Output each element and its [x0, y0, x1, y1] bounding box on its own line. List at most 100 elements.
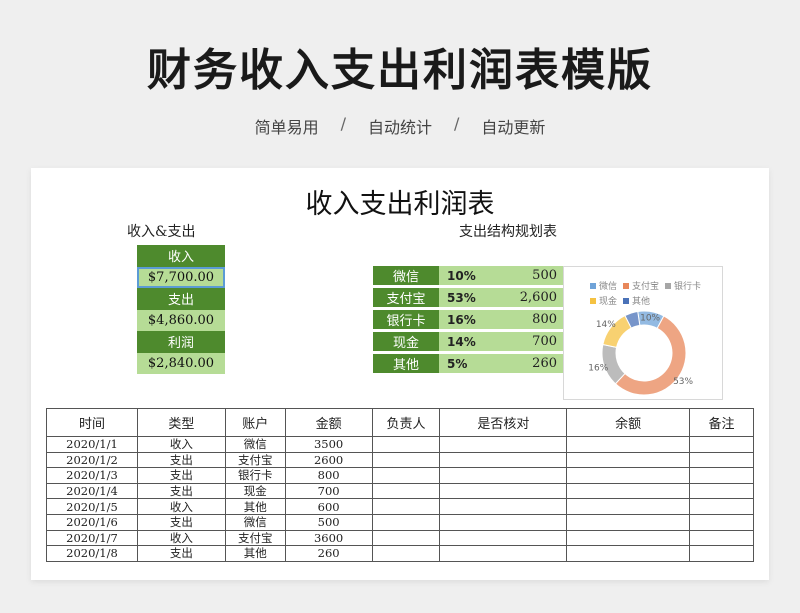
cell-account[interactable]: 微信 — [224, 436, 286, 453]
table-row[interactable]: 2020/1/6 支出 微信 500 — [46, 513, 754, 531]
column-header-verified[interactable]: 是否核对 — [439, 408, 568, 437]
cell-amount[interactable]: 600 — [284, 498, 373, 515]
cell-balance[interactable] — [566, 498, 691, 515]
cell-verified[interactable] — [439, 482, 568, 500]
cell-type[interactable]: 收入 — [136, 498, 226, 515]
table-row[interactable]: 2020/1/5 收入 其他 600 — [46, 498, 754, 515]
cell-owner[interactable] — [371, 482, 441, 500]
cell-owner[interactable] — [371, 529, 441, 547]
structure-row[interactable]: 其他 5% 260 — [373, 354, 565, 376]
structure-name[interactable]: 微信 — [373, 266, 439, 285]
structure-name[interactable]: 银行卡 — [373, 310, 439, 329]
cell-type[interactable]: 收入 — [136, 436, 226, 453]
cell-balance[interactable] — [566, 482, 691, 500]
column-header-notes[interactable]: 备注 — [689, 408, 754, 437]
structure-name[interactable]: 支付宝 — [373, 288, 439, 307]
cell-amount[interactable]: 2600 — [284, 451, 373, 469]
cell-time[interactable]: 2020/1/7 — [46, 529, 138, 547]
cell-balance[interactable] — [566, 545, 691, 562]
cell-amount[interactable]: 3600 — [284, 529, 373, 547]
structure-percent[interactable]: 16% — [439, 310, 503, 329]
table-row[interactable]: 2020/1/8 支出 其他 260 — [46, 545, 754, 562]
cell-time[interactable]: 2020/1/4 — [46, 482, 138, 500]
structure-amount[interactable]: 800 — [503, 310, 565, 329]
table-row[interactable]: 2020/1/3 支出 银行卡 800 — [46, 467, 754, 484]
cell-time[interactable]: 2020/1/5 — [46, 498, 138, 515]
cell-account[interactable]: 其他 — [224, 498, 286, 515]
cell-account[interactable]: 银行卡 — [224, 467, 286, 484]
profit-value-cell[interactable]: $2,840.00 — [137, 352, 225, 374]
donut-chart[interactable]: 10% 53% 16% 14% 微信 支付宝 银行卡 现金 其他 — [563, 266, 723, 400]
cell-owner[interactable] — [371, 513, 441, 531]
cell-amount[interactable]: 800 — [284, 467, 373, 484]
cell-type[interactable]: 支出 — [136, 451, 226, 469]
cell-verified[interactable] — [439, 545, 568, 562]
cell-notes[interactable] — [689, 529, 754, 547]
cell-time[interactable]: 2020/1/1 — [46, 436, 138, 453]
cell-balance[interactable] — [566, 451, 691, 469]
cell-notes[interactable] — [689, 436, 754, 453]
structure-percent[interactable]: 5% — [439, 354, 503, 373]
cell-balance[interactable] — [566, 529, 691, 547]
cell-verified[interactable] — [439, 436, 568, 453]
cell-owner[interactable] — [371, 451, 441, 469]
cell-notes[interactable] — [689, 467, 754, 484]
cell-owner[interactable] — [371, 545, 441, 562]
table-row[interactable]: 2020/1/1 收入 微信 3500 — [46, 436, 754, 453]
structure-row[interactable]: 现金 14% 700 — [373, 332, 565, 354]
column-header-balance[interactable]: 余额 — [566, 408, 691, 437]
column-header-type[interactable]: 类型 — [136, 408, 226, 437]
cell-notes[interactable] — [689, 451, 754, 469]
structure-amount[interactable]: 2,600 — [503, 288, 565, 307]
cell-notes[interactable] — [689, 482, 754, 500]
profit-header[interactable]: 利润 — [137, 331, 225, 353]
cell-verified[interactable] — [439, 513, 568, 531]
expense-value-cell[interactable]: $4,860.00 — [137, 309, 225, 331]
cell-account[interactable]: 支付宝 — [224, 529, 286, 547]
column-header-amount[interactable]: 金额 — [284, 408, 373, 437]
cell-type[interactable]: 收入 — [136, 529, 226, 547]
cell-owner[interactable] — [371, 467, 441, 484]
structure-row[interactable]: 银行卡 16% 800 — [373, 310, 565, 332]
cell-amount[interactable]: 3500 — [284, 436, 373, 453]
cell-type[interactable]: 支出 — [136, 482, 226, 500]
structure-name[interactable]: 其他 — [373, 354, 439, 373]
cell-amount[interactable]: 260 — [284, 545, 373, 562]
structure-percent[interactable]: 14% — [439, 332, 503, 351]
cell-amount[interactable]: 700 — [284, 482, 373, 500]
cell-time[interactable]: 2020/1/3 — [46, 467, 138, 484]
cell-verified[interactable] — [439, 529, 568, 547]
structure-percent[interactable]: 10% — [439, 266, 503, 285]
cell-verified[interactable] — [439, 451, 568, 469]
income-header[interactable]: 收入 — [137, 245, 225, 267]
structure-row[interactable]: 微信 10% 500 — [373, 266, 565, 288]
donut-slice[interactable] — [614, 315, 687, 396]
column-header-owner[interactable]: 负责人 — [371, 408, 441, 437]
column-header-time[interactable]: 时间 — [46, 408, 138, 437]
cell-notes[interactable] — [689, 545, 754, 562]
cell-type[interactable]: 支出 — [136, 545, 226, 562]
structure-amount[interactable]: 260 — [503, 354, 565, 373]
cell-balance[interactable] — [566, 436, 691, 453]
table-row[interactable]: 2020/1/7 收入 支付宝 3600 — [46, 529, 754, 547]
structure-row[interactable]: 支付宝 53% 2,600 — [373, 288, 565, 310]
structure-name[interactable]: 现金 — [373, 332, 439, 351]
cell-balance[interactable] — [566, 513, 691, 531]
cell-owner[interactable] — [371, 498, 441, 515]
cell-account[interactable]: 微信 — [224, 513, 286, 531]
structure-amount[interactable]: 500 — [503, 266, 565, 285]
cell-notes[interactable] — [689, 513, 754, 531]
structure-percent[interactable]: 53% — [439, 288, 503, 307]
cell-verified[interactable] — [439, 467, 568, 484]
cell-balance[interactable] — [566, 467, 691, 484]
structure-amount[interactable]: 700 — [503, 332, 565, 351]
cell-owner[interactable] — [371, 436, 441, 453]
cell-amount[interactable]: 500 — [284, 513, 373, 531]
cell-time[interactable]: 2020/1/8 — [46, 545, 138, 562]
column-header-account[interactable]: 账户 — [224, 408, 286, 437]
table-row[interactable]: 2020/1/2 支出 支付宝 2600 — [46, 451, 754, 469]
table-row[interactable]: 2020/1/4 支出 现金 700 — [46, 482, 754, 500]
cell-account[interactable]: 其他 — [224, 545, 286, 562]
cell-account[interactable]: 现金 — [224, 482, 286, 500]
cell-notes[interactable] — [689, 498, 754, 515]
